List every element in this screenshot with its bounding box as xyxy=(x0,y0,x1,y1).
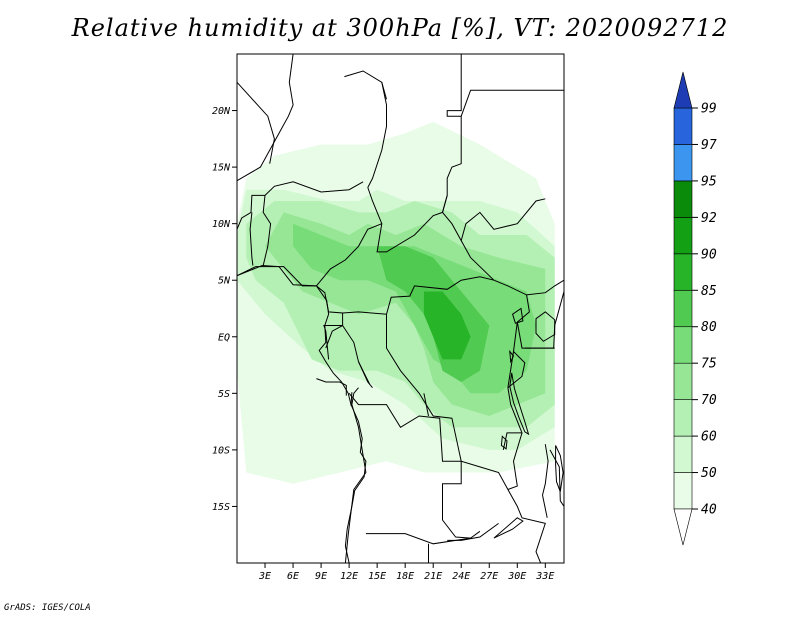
humidity-shading xyxy=(237,121,555,484)
lat-tick-label: 10N xyxy=(212,219,231,230)
colorbar-tick-label: 85 xyxy=(701,284,717,299)
colorbar-segment xyxy=(673,326,693,364)
border-line-4 xyxy=(442,54,462,213)
lake-outline-5 xyxy=(509,349,515,364)
lon-tick-label: 27E xyxy=(480,571,498,582)
lat-tick-label: EQ xyxy=(218,332,230,343)
border-line-30 xyxy=(325,324,373,389)
colorbar-tick-label: 90 xyxy=(701,247,717,262)
colorbar-segment xyxy=(673,399,693,437)
colorbar-tick-label: 75 xyxy=(701,357,717,372)
colorbar-tick-label: 99 xyxy=(701,102,717,117)
border-line-13 xyxy=(442,195,448,213)
colorbar-top-arrow xyxy=(673,71,693,109)
lake-outline-2 xyxy=(555,445,564,492)
colorbar-tick-label: 95 xyxy=(701,174,717,189)
humidity-region-6 xyxy=(423,291,471,360)
coastline xyxy=(237,266,367,563)
lake-outline-3 xyxy=(500,435,508,450)
lat-tick-label: 20N xyxy=(212,106,231,117)
colorbar-tick-label: 50 xyxy=(701,466,717,481)
lat-tick-label: 15S xyxy=(212,502,230,513)
country-borders xyxy=(237,54,564,563)
lon-tick-label: 12E xyxy=(340,571,358,582)
lon-tick-label: 15E xyxy=(368,571,386,582)
lon-tick-label: 24E xyxy=(452,571,470,582)
border-line-29 xyxy=(316,378,347,396)
lon-tick-label: 3E xyxy=(258,571,271,582)
colorbar-segment xyxy=(673,435,693,473)
lon-tick-label: 21E xyxy=(424,571,442,582)
colorbar-segment xyxy=(673,180,693,218)
border-line-28 xyxy=(549,449,564,507)
border-line-23 xyxy=(365,533,471,545)
colorbar-segment xyxy=(673,107,693,145)
longitude-axis: 3E 6E 9E 12E 15E 18E 21E 24E 27E 30E 33E xyxy=(258,563,554,582)
border-line-31 xyxy=(358,361,371,385)
border-line-27 xyxy=(541,444,549,518)
border-line-21 xyxy=(344,387,367,563)
border-line-12 xyxy=(376,211,495,281)
map-frame xyxy=(236,53,565,564)
lon-tick-label: 9E xyxy=(315,571,327,582)
border-line-5 xyxy=(460,89,564,117)
colorbar-segment xyxy=(673,217,693,255)
lat-tick-label: 5S xyxy=(218,389,230,400)
colorbar-tick-label: 80 xyxy=(701,320,717,335)
lon-tick-label: 6E xyxy=(287,571,299,582)
border-line-8 xyxy=(249,212,254,266)
lat-tick-label: 15N xyxy=(212,163,231,174)
lake-outline-1 xyxy=(509,372,530,436)
colorbar-tick-label: 97 xyxy=(701,138,717,153)
lon-tick-label: 30E xyxy=(507,571,526,582)
colorbar-segment xyxy=(673,253,693,291)
lakes xyxy=(493,307,564,539)
lake-outline-0 xyxy=(535,311,556,342)
border-line-1 xyxy=(344,70,387,100)
colorbar-tick-label: 70 xyxy=(701,393,717,408)
border-line-10 xyxy=(342,276,495,315)
border-line-18 xyxy=(507,351,526,389)
lat-tick-label: 5N xyxy=(218,276,231,287)
lake-outline-6 xyxy=(512,307,524,324)
border-line-7 xyxy=(262,195,272,266)
colorbar-tick-label: 60 xyxy=(701,430,717,445)
border-line-26 xyxy=(447,522,499,541)
latitude-axis: 20N 15N 10N 5N EQ 5S 10S 15S xyxy=(212,106,237,513)
border-line-15 xyxy=(460,198,546,241)
lon-tick-label: 18E xyxy=(396,571,414,582)
border-line-3 xyxy=(367,82,387,188)
border-line-32 xyxy=(423,393,429,417)
colorbar-bottom-arrow xyxy=(673,508,693,546)
colorbar-segment xyxy=(673,472,693,510)
border-line-22 xyxy=(348,392,481,539)
colorbar-segment xyxy=(673,144,693,182)
lat-tick-label: 10S xyxy=(212,445,230,456)
border-line-6 xyxy=(237,181,364,230)
colorbar-segment xyxy=(673,289,693,328)
lake-outline-4 xyxy=(493,517,524,539)
colorbar-tick-label: 92 xyxy=(701,211,717,226)
chart-title: Relative humidity at 300hPa [%], VT: 202… xyxy=(71,14,729,42)
colorbar-tick-label: 40 xyxy=(701,503,717,518)
border-line-14 xyxy=(493,279,564,296)
border-line-2 xyxy=(237,81,275,164)
border-line-0 xyxy=(237,54,294,182)
credit-label: GrADS: IGES/COLA xyxy=(4,603,91,613)
lon-tick-label: 33E xyxy=(535,571,554,582)
border-line-11 xyxy=(316,187,383,287)
colorbar-segment xyxy=(673,362,693,400)
border-line-25 xyxy=(507,489,546,563)
